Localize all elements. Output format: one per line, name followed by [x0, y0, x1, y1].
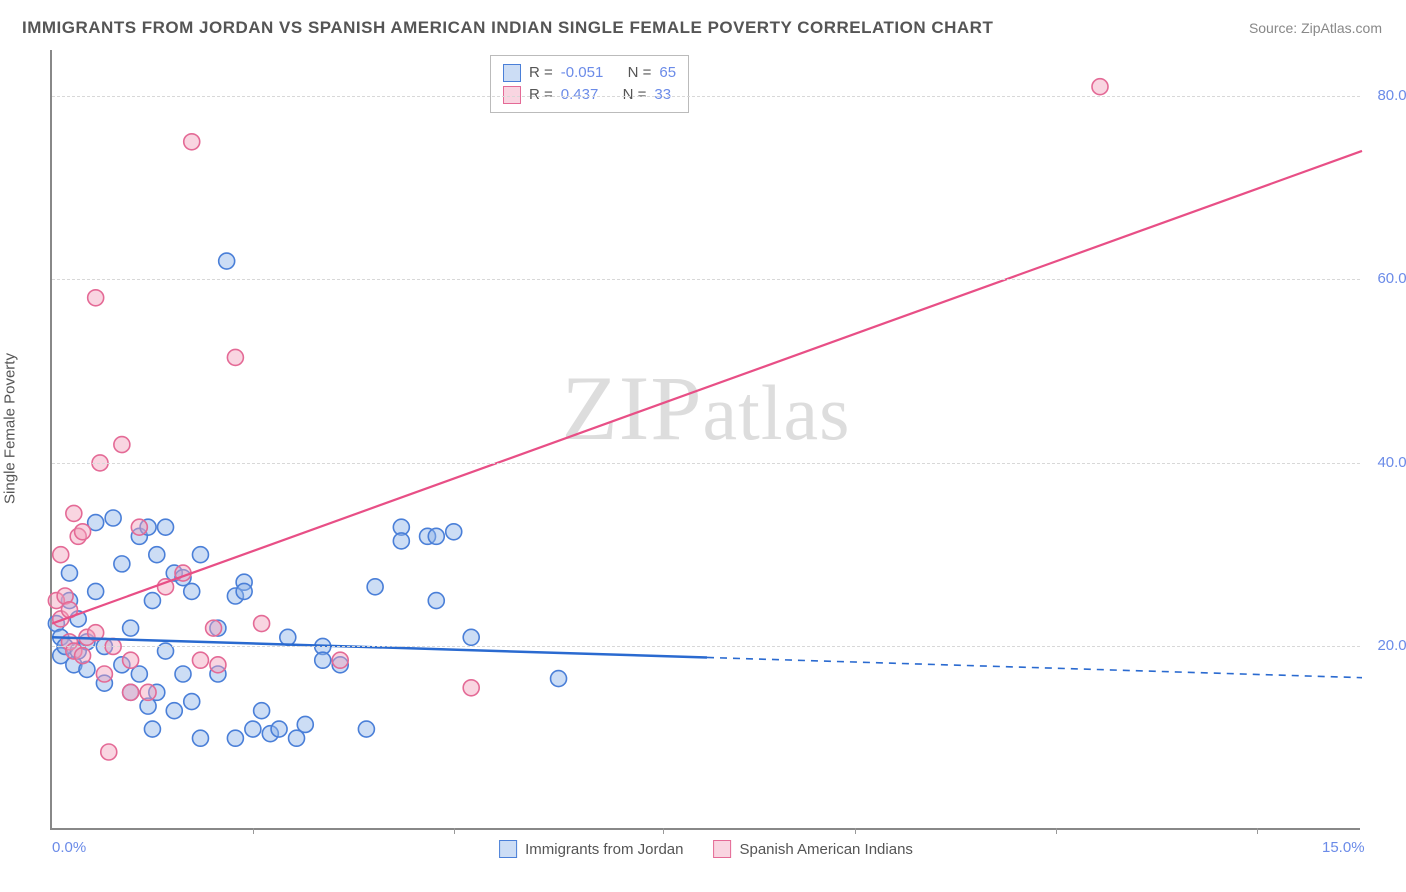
scatter-point	[227, 730, 243, 746]
gridline	[52, 646, 1360, 647]
x-tick-mark	[663, 828, 664, 834]
scatter-point	[210, 657, 226, 673]
y-tick-label: 40.0%	[1365, 454, 1406, 471]
scatter-point	[280, 629, 296, 645]
x-tick-mark	[1257, 828, 1258, 834]
scatter-point	[114, 556, 130, 572]
legend-item: Spanish American Indians	[713, 840, 912, 858]
scatter-point	[315, 652, 331, 668]
scatter-point	[144, 721, 160, 737]
scatter-point	[66, 505, 82, 521]
source-citation: Source: ZipAtlas.com	[1249, 20, 1382, 36]
scatter-point	[192, 652, 208, 668]
scatter-point	[166, 703, 182, 719]
plot-area: ZIPatlas R = -0.051 N = 65 R = 0.437 N =…	[50, 50, 1360, 830]
scatter-point	[297, 716, 313, 732]
gridline	[52, 96, 1360, 97]
scatter-point	[236, 583, 252, 599]
scatter-point	[428, 593, 444, 609]
scatter-point	[219, 253, 235, 269]
y-axis-label: Single Female Poverty	[2, 353, 19, 504]
scatter-point	[123, 684, 139, 700]
scatter-point	[101, 744, 117, 760]
scatter-point	[254, 703, 270, 719]
scatter-point	[123, 620, 139, 636]
source-value: ZipAtlas.com	[1301, 20, 1382, 36]
x-tick-label: 0.0%	[52, 839, 86, 856]
scatter-point	[358, 721, 374, 737]
scatter-point	[192, 730, 208, 746]
source-label: Source:	[1249, 20, 1297, 36]
x-tick-mark	[1056, 828, 1057, 834]
scatter-point	[184, 134, 200, 150]
scatter-point	[75, 648, 91, 664]
x-tick-mark	[253, 828, 254, 834]
x-tick-label: 15.0%	[1322, 839, 1365, 856]
scatter-point	[53, 547, 69, 563]
legend-item: Immigrants from Jordan	[499, 840, 683, 858]
scatter-point	[271, 721, 287, 737]
scatter-point	[184, 583, 200, 599]
legend-label: Immigrants from Jordan	[525, 841, 683, 858]
scatter-point	[88, 290, 104, 306]
scatter-point	[149, 547, 165, 563]
chart-svg	[52, 50, 1360, 828]
scatter-point	[1092, 79, 1108, 95]
scatter-point	[184, 694, 200, 710]
scatter-point	[245, 721, 261, 737]
y-tick-label: 80.0%	[1365, 87, 1406, 104]
chart-title: IMMIGRANTS FROM JORDAN VS SPANISH AMERIC…	[22, 18, 993, 38]
legend-series: Immigrants from Jordan Spanish American …	[499, 840, 913, 858]
scatter-point	[428, 528, 444, 544]
scatter-point	[105, 510, 121, 526]
gridline	[52, 463, 1360, 464]
x-tick-mark	[454, 828, 455, 834]
gridline	[52, 279, 1360, 280]
scatter-point	[114, 437, 130, 453]
scatter-point	[463, 629, 479, 645]
scatter-point	[446, 524, 462, 540]
scatter-point	[175, 666, 191, 682]
scatter-point	[61, 565, 77, 581]
scatter-point	[131, 519, 147, 535]
scatter-point	[551, 671, 567, 687]
scatter-point	[140, 684, 156, 700]
trend-line	[52, 151, 1362, 624]
y-tick-label: 20.0%	[1365, 637, 1406, 654]
trend-line-dashed	[707, 657, 1362, 677]
scatter-point	[254, 616, 270, 632]
scatter-point	[227, 349, 243, 365]
scatter-point	[367, 579, 383, 595]
scatter-point	[206, 620, 222, 636]
scatter-point	[463, 680, 479, 696]
scatter-point	[332, 652, 348, 668]
legend-swatch-pink	[713, 840, 731, 858]
legend-swatch-blue	[499, 840, 517, 858]
scatter-point	[158, 519, 174, 535]
scatter-point	[192, 547, 208, 563]
y-tick-label: 60.0%	[1365, 270, 1406, 287]
scatter-point	[158, 643, 174, 659]
scatter-point	[144, 593, 160, 609]
scatter-point	[75, 524, 91, 540]
scatter-point	[393, 533, 409, 549]
scatter-point	[96, 666, 112, 682]
scatter-point	[123, 652, 139, 668]
x-tick-mark	[855, 828, 856, 834]
legend-label: Spanish American Indians	[739, 841, 912, 858]
scatter-point	[88, 583, 104, 599]
